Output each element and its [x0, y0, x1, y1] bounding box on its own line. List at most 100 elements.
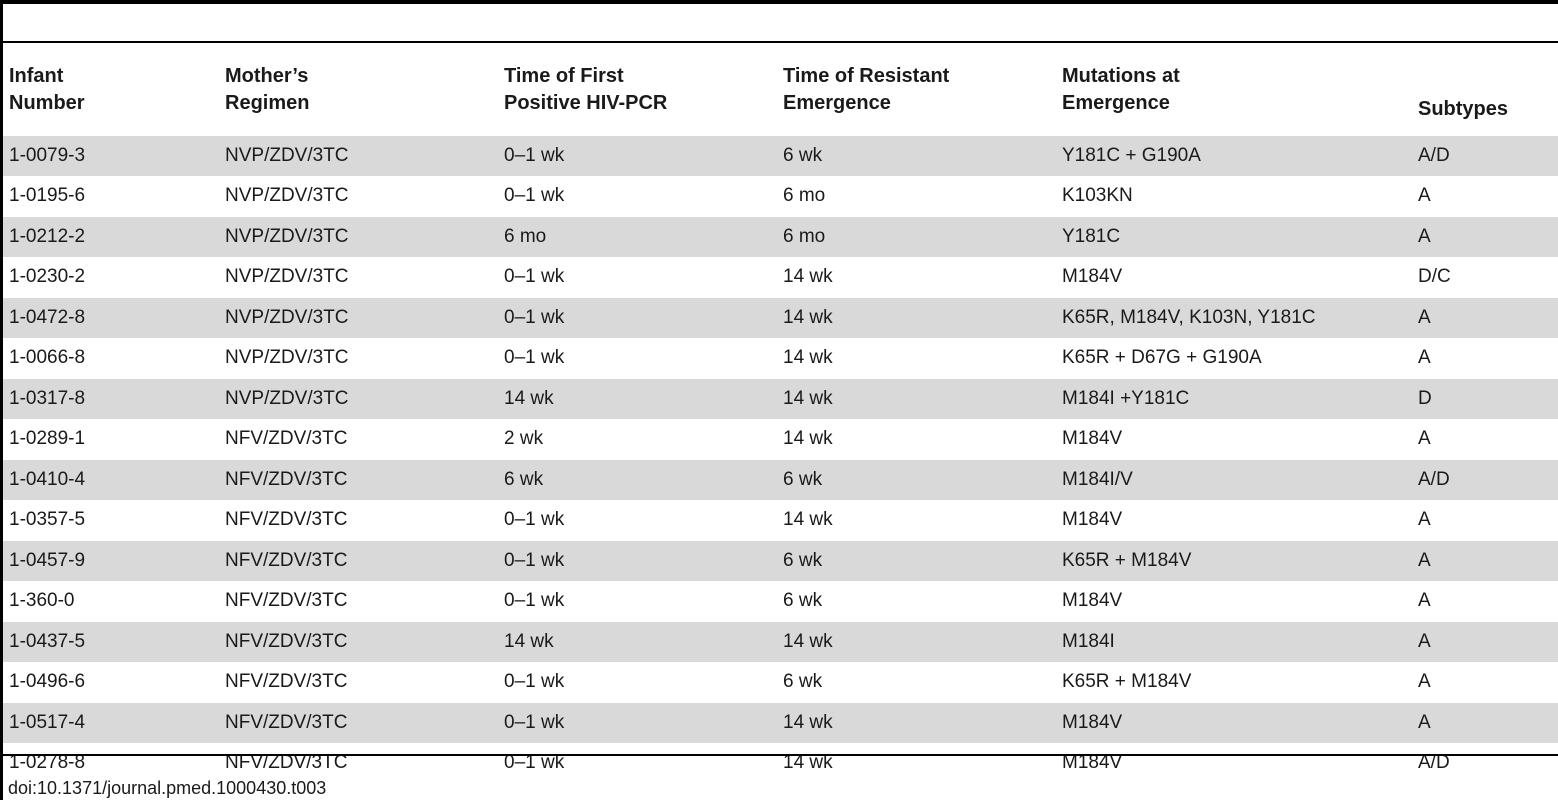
cell-time-first-positive: 14 wk — [498, 378, 777, 419]
cell-time-resistant-emergence: 14 wk — [777, 702, 1056, 743]
header-line-1: Infant — [9, 64, 64, 87]
cell-mutations: K65R + D67G + G190A — [1056, 337, 1412, 379]
cell-infant-number: 1-0195-6 — [3, 175, 219, 217]
cell-time-first-positive: 6 mo — [498, 216, 777, 257]
cell-infant-number: 1-0496-6 — [3, 661, 219, 703]
cell-subtype: A — [1412, 702, 1558, 743]
cell-time-resistant-emergence: 6 wk — [777, 459, 1056, 500]
cell-subtype: A/D — [1412, 135, 1558, 176]
cell-time-resistant-emergence: 14 wk — [777, 499, 1056, 541]
cell-mutations: M184V — [1056, 742, 1412, 783]
cell-mothers-regimen: NVP/ZDV/3TC — [219, 337, 498, 379]
cell-mothers-regimen: NVP/ZDV/3TC — [219, 378, 498, 419]
cell-subtype: A/D — [1412, 459, 1558, 500]
cell-mothers-regimen: NFV/ZDV/3TC — [219, 580, 498, 622]
header-row: Infant Number Mother’s Regimen Time of F… — [3, 44, 1558, 136]
cell-subtype: A — [1412, 499, 1558, 541]
cell-infant-number: 1-0437-5 — [3, 621, 219, 662]
table-row: 1-0496-6 NFV/ZDV/3TC 0–1 wk 6 wk K65R + M184… — [3, 661, 1558, 703]
header-line-2: Subtypes — [1418, 98, 1509, 120]
header-line-1: Mutations at — [1062, 64, 1180, 87]
table-row: 1-0457-9 NFV/ZDV/3TC 0–1 wk 6 wk K65R + M184… — [3, 540, 1558, 581]
cell-mutations: M184V — [1056, 256, 1412, 298]
cell-time-resistant-emergence: 14 wk — [777, 337, 1056, 379]
table-row: 1-0517-4 NFV/ZDV/3TC 0–1 wk 14 wk M184V A — [3, 702, 1558, 743]
cell-infant-number: 1-0079-3 — [3, 135, 219, 176]
cell-time-resistant-emergence: 6 wk — [777, 580, 1056, 622]
cell-mothers-regimen: NVP/ZDV/3TC — [219, 135, 498, 176]
cell-time-first-positive: 0–1 wk — [498, 661, 777, 703]
table-row: 1-0212-2 NVP/ZDV/3TC 6 mo 6 mo Y181C A — [3, 216, 1558, 257]
table-row: 1-0195-6 NVP/ZDV/3TC 0–1 wk 6 mo K103KN A — [3, 175, 1558, 217]
header-line-2: Regimen — [225, 91, 310, 114]
cell-subtype: D — [1412, 378, 1558, 419]
header-top-rule — [3, 41, 1558, 43]
cell-mothers-regimen: NVP/ZDV/3TC — [219, 256, 498, 298]
cell-time-first-positive: 2 wk — [498, 418, 777, 460]
cell-time-first-positive: 0–1 wk — [498, 135, 777, 176]
cell-infant-number: 1-0357-5 — [3, 499, 219, 541]
cell-infant-number: 1-0457-9 — [3, 540, 219, 581]
cell-mothers-regimen: NVP/ZDV/3TC — [219, 297, 498, 338]
cell-time-first-positive: 0–1 wk — [498, 702, 777, 743]
table-header: Infant Number Mother’s Regimen Time of F… — [3, 44, 1558, 136]
cell-mutations: K65R + M184V — [1056, 540, 1412, 581]
header-line-2: Positive HIV-PCR — [504, 91, 668, 114]
cell-time-first-positive: 0–1 wk — [498, 297, 777, 338]
cell-time-resistant-emergence: 14 wk — [777, 742, 1056, 783]
cell-mothers-regimen: NFV/ZDV/3TC — [219, 418, 498, 460]
cell-time-first-positive: 6 wk — [498, 459, 777, 500]
header-line-1: Mother’s — [225, 64, 309, 87]
table-row: 1-0278-8 NFV/ZDV/3TC 0–1 wk 14 wk M184V A/D — [3, 742, 1558, 783]
header-line-2: Emergence — [783, 91, 891, 114]
header-infant-number: Infant Number — [3, 44, 219, 136]
cell-infant-number: 1-0278-8 — [3, 742, 219, 783]
cell-time-resistant-emergence: 14 wk — [777, 621, 1056, 662]
table-body: 1-0079-3 NVP/ZDV/3TC 0–1 wk 6 wk Y181C + G19… — [3, 135, 1558, 783]
cell-mutations: M184I — [1056, 621, 1412, 662]
cell-time-first-positive: 0–1 wk — [498, 175, 777, 217]
cell-infant-number: 1-0517-4 — [3, 702, 219, 743]
table-doi-caption: doi:10.1371/journal.pmed.1000430.t003 — [8, 778, 327, 798]
cell-subtype: A/D — [1412, 742, 1558, 783]
cell-time-first-positive: 0–1 wk — [498, 540, 777, 581]
header-mutations-at-emergence: Mutations at Emergence — [1056, 44, 1412, 136]
cell-subtype: A — [1412, 621, 1558, 662]
header-line-1: Time of Resistant — [783, 64, 950, 87]
cell-mothers-regimen: NFV/ZDV/3TC — [219, 661, 498, 703]
cell-subtype: A — [1412, 175, 1558, 217]
cell-mutations: M184V — [1056, 499, 1412, 541]
table-row: 1-0357-5 NFV/ZDV/3TC 0–1 wk 14 wk M184V A — [3, 499, 1558, 541]
cell-subtype: D/C — [1412, 256, 1558, 298]
cell-subtype: A — [1412, 580, 1558, 622]
cell-time-resistant-emergence: 14 wk — [777, 378, 1056, 419]
header-line-1: Time of First — [504, 64, 624, 87]
cell-mutations: K65R, M184V, K103N, Y181C — [1056, 297, 1412, 338]
cell-mothers-regimen: NFV/ZDV/3TC — [219, 459, 498, 500]
cell-subtype: A — [1412, 297, 1558, 338]
cell-subtype: A — [1412, 337, 1558, 379]
table-row: 1-0472-8 NVP/ZDV/3TC 0–1 wk 14 wk K65R, M184… — [3, 297, 1558, 338]
cell-time-first-positive: 0–1 wk — [498, 337, 777, 379]
header-time-resistant-emergence: Time of Resistant Emergence — [777, 44, 1056, 136]
table-row: 1-0289-1 NFV/ZDV/3TC 2 wk 14 wk M184V A — [3, 418, 1558, 460]
table-row: 1-0317-8 NVP/ZDV/3TC 14 wk 14 wk M184I +Y181… — [3, 378, 1558, 419]
header-mothers-regimen: Mother’s Regimen — [219, 44, 498, 136]
cell-time-resistant-emergence: 6 wk — [777, 661, 1056, 703]
top-border-rule — [3, 0, 1558, 4]
cell-time-resistant-emergence: 6 mo — [777, 175, 1056, 217]
left-border-rule — [0, 0, 3, 800]
cell-infant-number: 1-0212-2 — [3, 216, 219, 257]
infant-resistance-table: Infant Number Mother’s Regimen Time of F… — [3, 44, 1558, 783]
cell-time-resistant-emergence: 14 wk — [777, 297, 1056, 338]
header-subtypes: Subtypes — [1412, 44, 1558, 136]
cell-time-first-positive: 0–1 wk — [498, 499, 777, 541]
table-row: 1-0437-5 NFV/ZDV/3TC 14 wk 14 wk M184I A — [3, 621, 1558, 662]
table-row: 1-360-0 NFV/ZDV/3TC 0–1 wk 6 wk M184V A — [3, 580, 1558, 622]
cell-infant-number: 1-0472-8 — [3, 297, 219, 338]
cell-mothers-regimen: NFV/ZDV/3TC — [219, 621, 498, 662]
cell-mutations: M184I +Y181C — [1056, 378, 1412, 419]
cell-time-resistant-emergence: 6 wk — [777, 135, 1056, 176]
cell-mutations: Y181C + G190A — [1056, 135, 1412, 176]
cell-mothers-regimen: NFV/ZDV/3TC — [219, 742, 498, 783]
